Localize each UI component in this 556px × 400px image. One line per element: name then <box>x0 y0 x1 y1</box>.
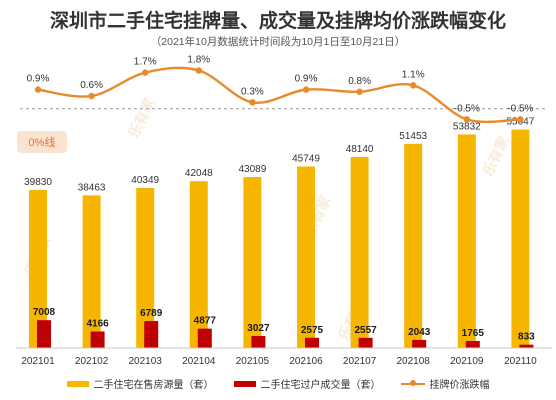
point-price-change-202110 <box>517 116 524 123</box>
label-transactions-202104: 4877 <box>194 316 217 327</box>
bar-transactions-202103 <box>144 321 159 348</box>
x-tick-202110: 202110 <box>504 356 537 367</box>
bar-listings-202101 <box>29 189 47 348</box>
zero-line-label-box <box>17 131 67 153</box>
label-listings-202109: 53832 <box>453 121 481 132</box>
watermark-3: 乐有家 <box>479 133 512 179</box>
label-price-change-202108: 1.1% <box>402 69 425 80</box>
bar-transactions-202110 <box>519 344 534 348</box>
x-tick-202107: 202107 <box>343 356 377 367</box>
label-price-change-202109: -0.5% <box>454 103 480 114</box>
label-listings-202106: 45749 <box>292 153 320 164</box>
point-price-change-202105 <box>249 99 256 106</box>
legend-label-transactions: 二手住宅过户成交量（套） <box>260 380 381 391</box>
label-price-change-202105: 0.3% <box>241 86 264 97</box>
label-listings-202104: 42048 <box>185 168 213 179</box>
watermark-1: 乐有家 <box>125 95 158 141</box>
label-listings-202108: 51453 <box>399 131 427 142</box>
legend-swatch-price-change <box>400 379 425 386</box>
label-transactions-202105: 3027 <box>247 323 270 334</box>
line-price-change <box>37 66 521 124</box>
label-price-change-202102: 0.6% <box>80 80 103 91</box>
point-price-change-202104 <box>195 67 202 74</box>
legend-item-transactions: 二手住宅过户成交量（套） <box>233 376 381 391</box>
legend-label-price-change: 挂牌价涨跌幅 <box>429 380 490 391</box>
bar-listings-202110 <box>511 129 530 348</box>
label-price-change-202101: 0.9% <box>27 74 50 85</box>
bar-transactions-202104 <box>197 328 212 348</box>
bar-transactions-202106 <box>305 337 319 348</box>
bar-transactions-202109 <box>465 340 480 348</box>
x-tick-202106: 202106 <box>289 356 323 367</box>
point-price-change-202107 <box>356 88 363 95</box>
bar-listings-202103 <box>136 187 155 348</box>
point-price-change-202109 <box>463 116 470 123</box>
bar-listings-202105 <box>243 177 262 348</box>
point-price-change-202108 <box>410 82 417 89</box>
bar-transactions-202108 <box>412 339 427 348</box>
bar-listings-202109 <box>457 134 476 348</box>
bar-listings-202108 <box>404 143 423 348</box>
bar-transactions-202101 <box>37 320 51 348</box>
label-price-change-202107: 0.8% <box>348 76 371 87</box>
bar-listings-202107 <box>350 156 369 348</box>
x-tick-202108: 202108 <box>397 356 431 367</box>
label-transactions-202102: 4166 <box>86 318 109 329</box>
label-listings-202101: 39830 <box>24 177 52 188</box>
bar-transactions-202105 <box>251 335 266 348</box>
label-price-change-202104: 1.8% <box>187 55 210 66</box>
legend-item-price-change: 挂牌价涨跌幅 <box>400 376 490 391</box>
bar-listings-202102 <box>82 195 101 348</box>
bar-transactions-202107 <box>358 337 373 348</box>
chart-legend: 二手住宅在售房源量（套） 二手住宅过户成交量（套） 挂牌价涨跌幅 <box>0 376 556 391</box>
label-listings-202102: 38463 <box>78 182 106 193</box>
bar-transactions-202102 <box>90 331 105 348</box>
x-tick-202103: 202103 <box>129 356 163 367</box>
label-listings-202105: 43089 <box>238 164 266 175</box>
label-transactions-202103: 6789 <box>140 308 163 319</box>
point-price-change-202103 <box>142 69 149 76</box>
point-price-change-202101 <box>34 86 42 93</box>
label-transactions-202106: 2575 <box>301 325 324 336</box>
legend-label-listings: 二手住宅在售房源量（套） <box>93 380 214 391</box>
legend-swatch-listings <box>66 380 89 387</box>
chart-title: 深圳市二手住宅挂牌量、成交量及挂牌均价涨跌幅变化 <box>49 11 506 32</box>
bar-listings-202104 <box>189 181 208 348</box>
point-price-change-202106 <box>302 86 310 93</box>
label-transactions-202101: 7008 <box>33 307 56 318</box>
point-price-change-202102 <box>88 92 95 100</box>
label-transactions-202110: 833 <box>518 332 535 343</box>
x-tick-202104: 202104 <box>182 356 216 367</box>
label-price-change-202110: -0.5% <box>507 103 533 114</box>
x-tick-202101: 202101 <box>21 356 55 367</box>
label-listings-202103: 40349 <box>131 175 159 186</box>
chart-subtitle: （2021年10月数据统计时间段为10月1日至10月21日） <box>150 36 406 48</box>
x-tick-202105: 202105 <box>236 356 270 367</box>
legend-item-listings: 二手住宅在售房源量（套） <box>66 376 214 391</box>
x-tick-202102: 202102 <box>75 356 109 367</box>
label-transactions-202107: 2557 <box>354 325 377 336</box>
label-price-change-202106: 0.9% <box>295 74 318 85</box>
x-tick-202109: 202109 <box>450 356 484 367</box>
label-listings-202107: 48140 <box>346 144 374 155</box>
label-price-change-202103: 1.7% <box>134 57 157 68</box>
legend-swatch-transactions <box>233 380 256 387</box>
zero-line-label: 0%线 <box>29 135 56 149</box>
label-transactions-202108: 2043 <box>408 327 431 338</box>
bar-listings-202106 <box>297 166 315 348</box>
label-transactions-202109: 1765 <box>462 328 485 339</box>
